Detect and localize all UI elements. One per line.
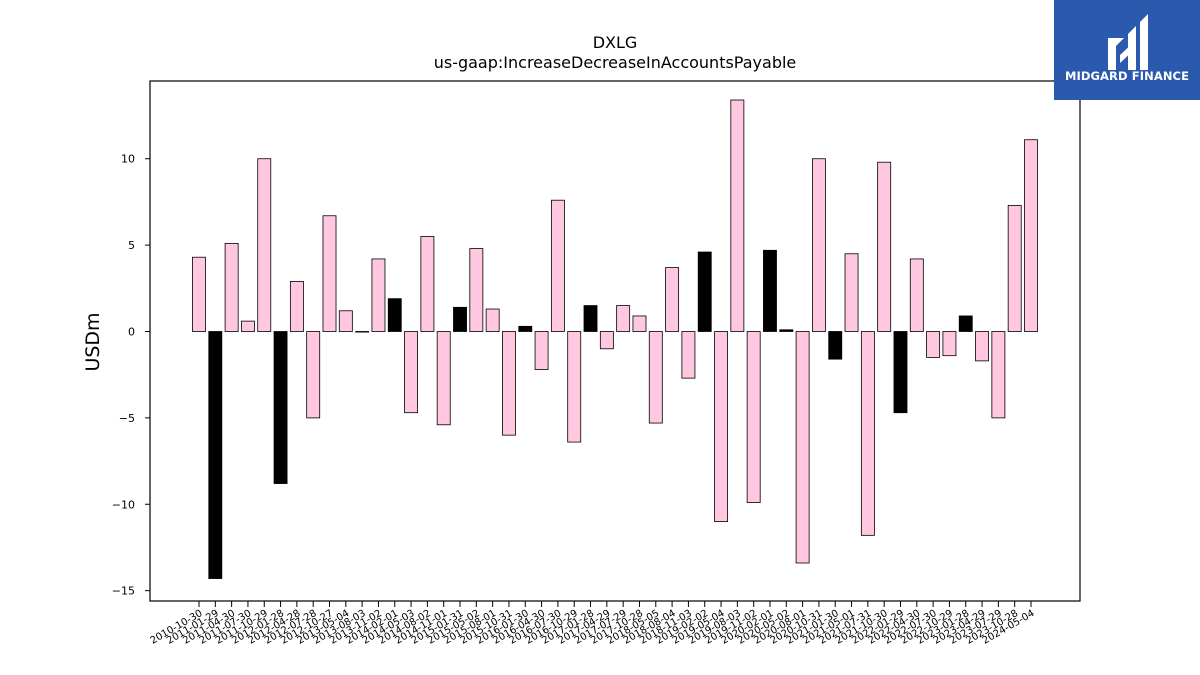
- y-axis-label: USDm: [82, 312, 104, 371]
- y-axis-ticks: −15 −10 −5 0 5 10: [112, 153, 150, 598]
- bar-2014-05-03: [404, 331, 418, 414]
- bar-2014-11-01: [436, 331, 451, 426]
- bar-2017-01-28: [583, 305, 598, 332]
- bar-2023-01-28: [958, 315, 973, 332]
- y-tick-label: −10: [112, 498, 135, 511]
- bar-2021-01-30: [828, 331, 843, 360]
- bar-2016-10-29: [567, 331, 582, 443]
- bar-2019-05-04: [714, 331, 728, 522]
- bar-2014-02-01: [387, 298, 402, 332]
- bar-2013-11-02: [371, 258, 386, 332]
- y-tick-label: −15: [112, 585, 135, 598]
- bar-2022-07-30: [926, 331, 941, 358]
- y-tick-label: −5: [119, 412, 135, 425]
- bar-2020-05-02: [779, 329, 794, 332]
- bar-2012-07-28: [306, 331, 321, 419]
- bar-2016-07-30: [550, 199, 565, 332]
- bar-2014-08-02: [420, 236, 435, 332]
- bar-2020-10-31: [812, 158, 826, 332]
- bar-2013-08-03: [355, 331, 370, 333]
- bar-2022-10-29: [942, 331, 957, 357]
- bar-2018-05-05: [648, 331, 663, 424]
- bar-2011-04-30: [224, 242, 239, 332]
- bar-2015-01-31: [453, 306, 467, 332]
- bar-2010-10-30: [192, 256, 206, 332]
- bar-2012-10-27: [322, 215, 337, 332]
- bar-2024-05-04: [1024, 139, 1038, 332]
- bar-2011-07-30: [241, 320, 255, 332]
- bar-2019-02-02: [697, 251, 712, 332]
- chart-title: DXLG: [593, 33, 638, 52]
- bar-2023-10-28: [1007, 204, 1022, 332]
- bar-2019-08-03: [730, 99, 745, 332]
- bar-2023-07-29: [991, 331, 1006, 419]
- bar-2012-04-28: [289, 280, 304, 332]
- midgard-logo-mark-icon: [1108, 14, 1148, 70]
- bar-2011-01-29: [208, 331, 223, 579]
- y-tick-label: 10: [121, 153, 135, 166]
- bar-2020-02-01: [763, 249, 777, 332]
- bar-2011-10-29: [257, 158, 272, 332]
- bar-2021-10-30: [877, 161, 892, 332]
- bar-2017-04-29: [599, 331, 614, 350]
- bar-series: [192, 99, 1038, 579]
- y-tick-label: 5: [128, 239, 135, 252]
- bar-2015-10-31: [502, 331, 516, 436]
- x-axis-ticks: 2010-10-302011-01-292011-04-302011-07-30…: [149, 601, 1037, 647]
- y-tick-label: 0: [128, 325, 135, 338]
- plot-frame: [149, 80, 1081, 602]
- chart-subtitle: us-gaap:IncreaseDecreaseInAccountsPayabl…: [434, 53, 797, 72]
- bar-2012-01-28: [273, 331, 288, 484]
- bar-2020-08-01: [795, 331, 810, 564]
- bar-2023-04-29: [975, 331, 989, 362]
- bar-2016-04-30: [534, 331, 549, 370]
- bar-2015-05-02: [469, 248, 484, 332]
- bar-2017-07-29: [616, 305, 631, 332]
- midgard-finance-logo: MIDGARD FINANCE: [1054, 0, 1200, 100]
- bar-2016-01-30: [518, 325, 533, 332]
- bar-2022-01-29: [893, 331, 908, 414]
- bar-2018-11-03: [681, 331, 696, 379]
- bar-2015-08-01: [485, 308, 500, 332]
- bar-2019-11-02: [746, 331, 761, 503]
- bar-2017-10-28: [632, 315, 647, 332]
- bar-2018-08-04: [665, 267, 680, 332]
- logo-text: MIDGARD FINANCE: [1064, 69, 1190, 83]
- bar-2021-05-01: [844, 253, 859, 332]
- bar-2013-05-04: [338, 310, 353, 332]
- bar-2022-04-30: [909, 258, 924, 332]
- bar-2021-07-31: [860, 331, 875, 536]
